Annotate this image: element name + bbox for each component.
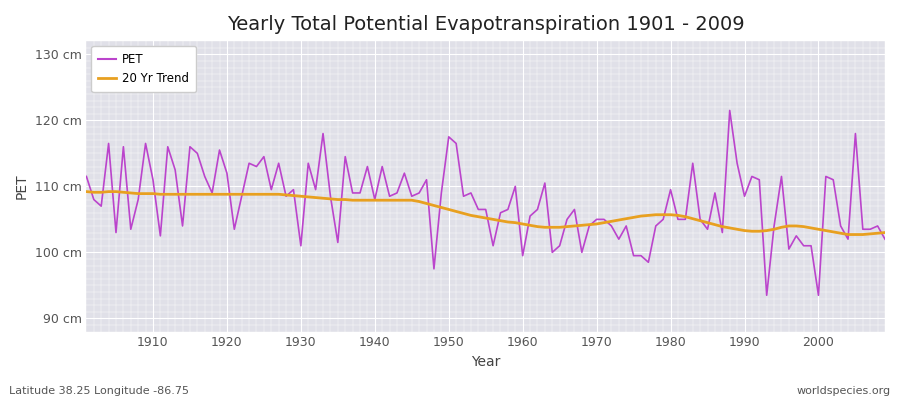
Text: Latitude 38.25 Longitude -86.75: Latitude 38.25 Longitude -86.75 xyxy=(9,386,189,396)
Text: worldspecies.org: worldspecies.org xyxy=(796,386,891,396)
Y-axis label: PET: PET xyxy=(15,174,29,199)
Legend: PET, 20 Yr Trend: PET, 20 Yr Trend xyxy=(91,46,196,92)
Title: Yearly Total Potential Evapotranspiration 1901 - 2009: Yearly Total Potential Evapotranspiratio… xyxy=(227,15,744,34)
X-axis label: Year: Year xyxy=(471,355,500,369)
